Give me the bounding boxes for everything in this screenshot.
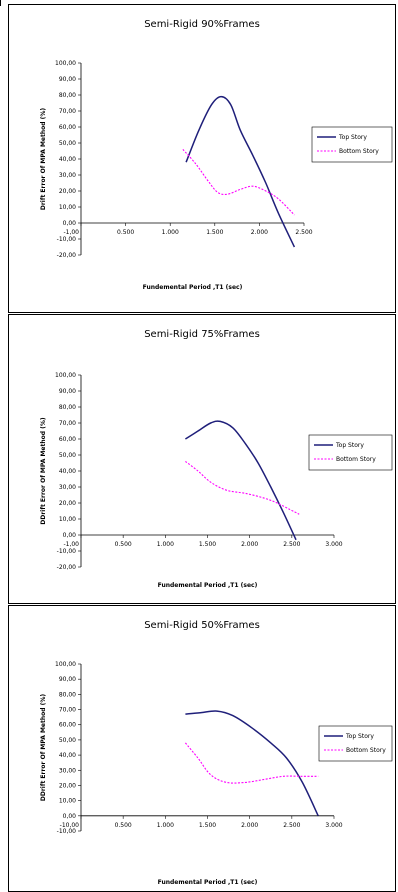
x-tick-label: 2.000 [241, 822, 258, 829]
chart-title: Semi-Rigid 90%Frames [144, 19, 260, 30]
x-tick-label: 1.500 [199, 541, 216, 548]
legend-label: Bottom Story [339, 148, 379, 155]
y-tick-label: 50,00 [59, 140, 76, 147]
x-tick-label: 2.500 [295, 229, 312, 236]
chart-panel-90: Semi-Rigid 90%Frames 100,00 90,00 80,00 70,0… [8, 4, 396, 313]
legend-box [308, 434, 393, 471]
y-axis-label: DDrift Error Of MPA Method (%) [40, 417, 47, 525]
x-axis-label: Fundemental Period ,T1 (sec) [158, 879, 258, 886]
x-tick-label: 1.000 [157, 822, 174, 829]
y-tick-label: 70,00 [59, 108, 76, 115]
y-tick-label: 50,00 [59, 737, 76, 744]
y-tick-label: 80,00 [59, 92, 76, 99]
x-tick-label: 2.000 [241, 541, 258, 548]
y-tick-label: 20,00 [59, 782, 76, 789]
x-tick-label: 1.500 [199, 822, 216, 829]
x-tick-label: 1.000 [157, 541, 174, 548]
y-tick-label: 60,00 [59, 124, 76, 131]
y-tick-label: 40,00 [59, 156, 76, 163]
chart-title: Semi-Rigid 75%Frames [144, 329, 260, 340]
x-tick-label: -1,00 [63, 541, 79, 548]
y-tick-label: 0,00 [63, 220, 77, 227]
x-tick-label: 0.500 [115, 822, 132, 829]
legend-box [318, 725, 393, 762]
x-tick-label: 0.500 [117, 229, 134, 236]
y-tick-label: 40,00 [59, 468, 76, 475]
series-line-top-story [185, 710, 319, 817]
y-tick-label: 0,00 [63, 813, 77, 820]
y-tick-label: 50,00 [59, 452, 76, 459]
y-tick-label: -10,00 [57, 548, 77, 555]
y-tick-label: 100,00 [55, 661, 76, 668]
x-axis-label: Fundemental Period ,T1 (sec) [143, 284, 243, 291]
x-tick-label: 3.000 [325, 541, 342, 548]
y-tick-label: 0,00 [63, 532, 77, 539]
y-tick-label: 80,00 [59, 404, 76, 411]
y-tick-label: 30,00 [59, 484, 76, 491]
y-tick-label: 90,00 [59, 676, 76, 683]
y-tick-label: 90,00 [59, 388, 76, 395]
x-tick-label: 2.500 [283, 541, 300, 548]
chart-panel-50: Semi-Rigid 50%Frames 100,00 90,00 80,00 70,0… [8, 605, 396, 892]
y-tick-label: 80,00 [59, 691, 76, 698]
y-tick-label: 100,00 [55, 372, 76, 379]
y-axis-label: Drift Error Of MPA Method (%) [40, 108, 47, 211]
y-tick-label: 60,00 [59, 722, 76, 729]
series-line-top-story [185, 95, 296, 248]
y-tick-label: -20,00 [57, 564, 77, 571]
legend-label: Top Story [335, 442, 364, 449]
y-tick-label: 100,00 [55, 60, 76, 67]
x-tick-label: 3.000 [325, 822, 342, 829]
y-axis-label: DDrift Error Of MPA Method (%) [40, 694, 47, 802]
y-tick-label: 70,00 [59, 420, 76, 427]
y-tick-label: 20,00 [59, 500, 76, 507]
x-tick-label: 2.000 [251, 229, 268, 236]
y-tick-label: 30,00 [59, 767, 76, 774]
series-line-bottom-story [184, 742, 319, 784]
top-edge-line [0, 0, 1, 6]
y-tick-label: 30,00 [59, 172, 76, 179]
x-axis-label: Fundemental Period ,T1 (sec) [158, 582, 258, 589]
y-tick-label: -10,00 [57, 828, 77, 835]
chart-title: Semi-Rigid 50%Frames [144, 620, 260, 631]
y-tick-label: 10,00 [59, 204, 76, 211]
y-tick-label: -10,00 [57, 236, 77, 243]
legend-label: Bottom Story [336, 456, 376, 463]
y-tick-label: 70,00 [59, 707, 76, 714]
legend-label: Top Story [338, 134, 367, 141]
legend-label: Bottom Story [346, 747, 386, 754]
chart-75-svg: Semi-Rigid 75%Frames 100,00 90,00 80,00 70,0… [40, 329, 393, 589]
series-line-top-story [185, 420, 297, 541]
y-tick-label: -20,00 [57, 252, 77, 259]
chart-50-svg: Semi-Rigid 50%Frames 100,00 90,00 80,00 70,0… [40, 620, 393, 886]
legend-label: Top Story [345, 733, 374, 740]
x-tick-label: 1.000 [162, 229, 179, 236]
series-line-bottom-story [182, 149, 295, 216]
legend-box [311, 126, 393, 163]
series-line-bottom-story [185, 460, 300, 515]
x-tick-label: -10,00 [60, 822, 80, 829]
y-tick-label: 10,00 [59, 798, 76, 805]
y-tick-label: 90,00 [59, 76, 76, 83]
y-tick-label: 40,00 [59, 752, 76, 759]
x-tick-label: 1.500 [206, 229, 223, 236]
x-tick-label: -1,00 [63, 229, 79, 236]
x-tick-label: 0.500 [115, 541, 132, 548]
chart-panel-75: Semi-Rigid 75%Frames 100,00 90,00 80,00 70,0… [8, 314, 396, 604]
y-tick-label: 60,00 [59, 436, 76, 443]
x-tick-label: 2.500 [283, 822, 300, 829]
chart-90-svg: Semi-Rigid 90%Frames 100,00 90,00 80,00 70,0… [40, 19, 393, 291]
y-tick-label: 10,00 [59, 516, 76, 523]
y-tick-label: 20,00 [59, 188, 76, 195]
